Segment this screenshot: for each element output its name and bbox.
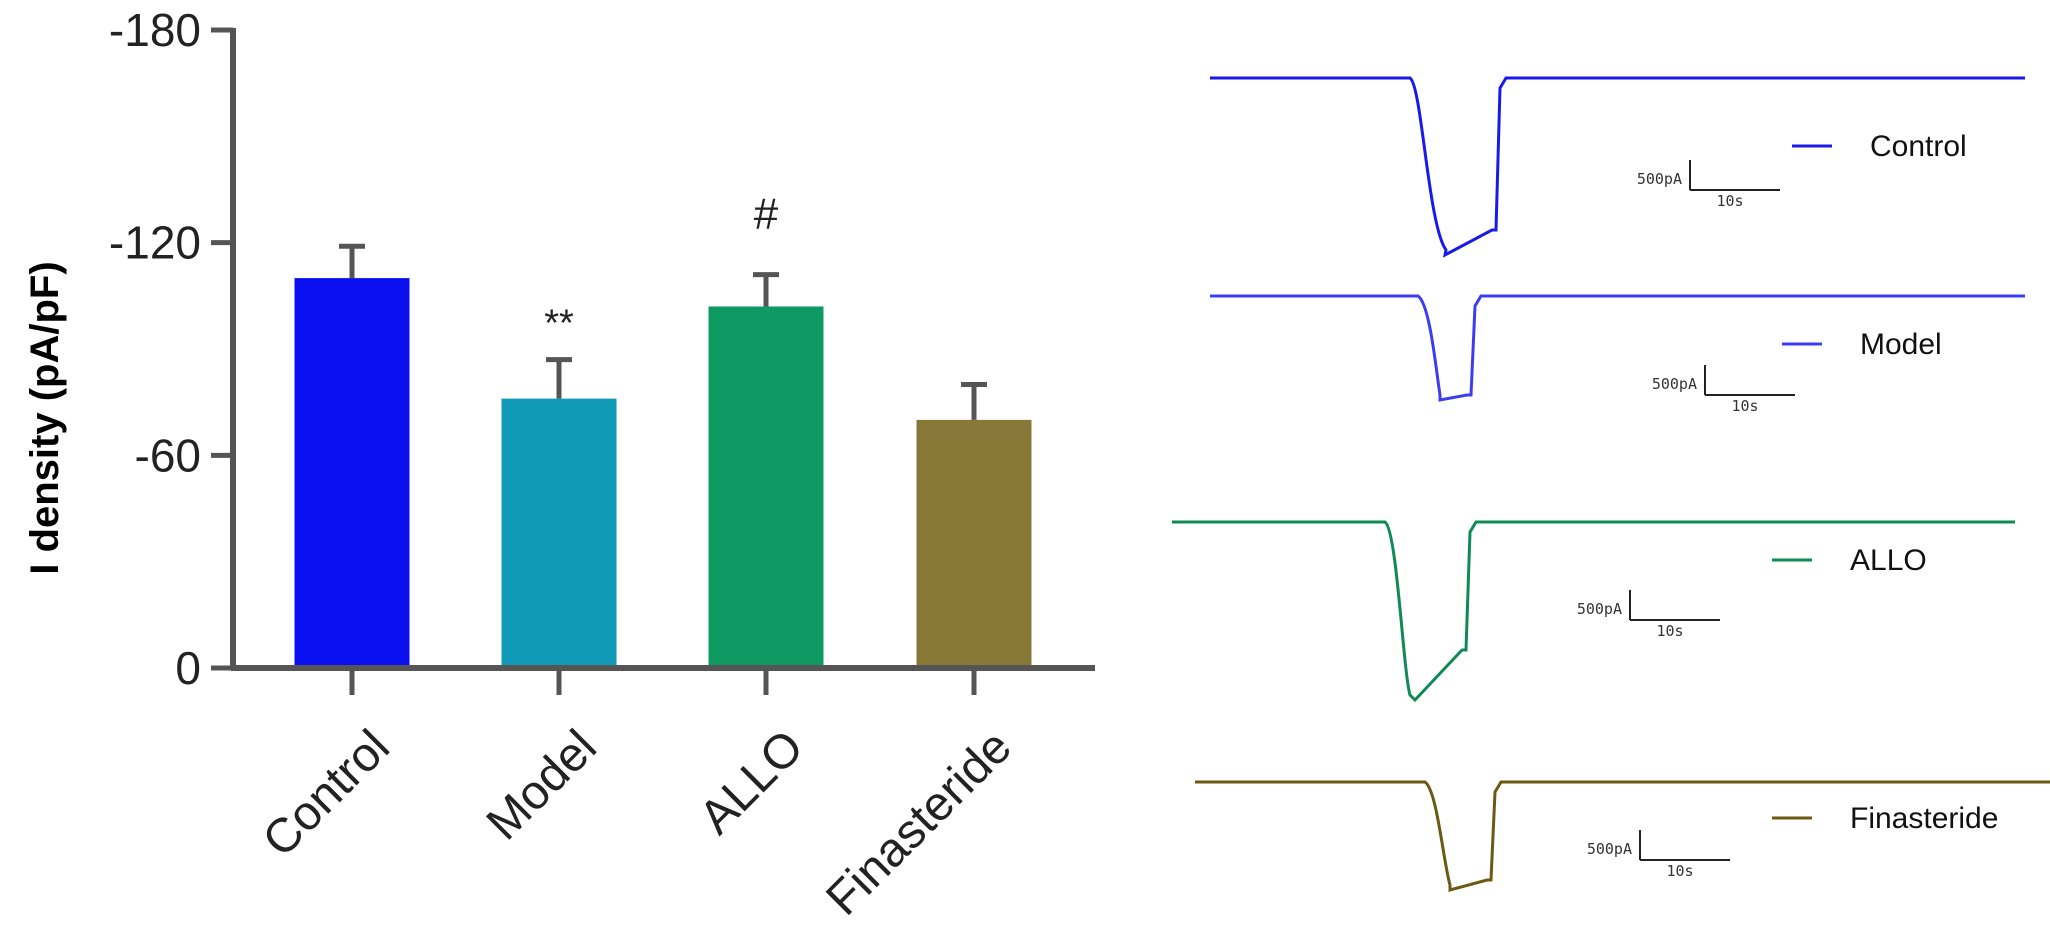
bar-chart: I density (pA/pF) -180 -120 -60 0 ** # Contr…: [23, 4, 1095, 926]
significance-marker: **: [544, 303, 574, 345]
current-trace: [1210, 294, 2025, 402]
bar: [294, 278, 410, 668]
current-trace: [1172, 520, 2015, 703]
current-traces-panel: Control 500pA 10s Model 500pA 10s ALLO 500pA 10s…: [1172, 76, 2050, 892]
y-axis-label: I density (pA/pF): [23, 261, 67, 574]
y-tick-label: 0: [175, 642, 201, 694]
current-trace: [1210, 76, 2025, 258]
scale-bar-time-label: 10s: [1716, 192, 1743, 210]
x-tick-label: Model: [477, 720, 607, 850]
bar: [501, 398, 617, 668]
scale-bar-current-label: 500pA: [1637, 170, 1682, 188]
significance-marker: #: [754, 190, 779, 239]
x-tick-label: Control: [253, 720, 400, 867]
bar: [708, 306, 824, 668]
y-tick-label: -180: [109, 4, 201, 56]
trace-group: Control 500pA 10s: [1210, 76, 2025, 258]
trace-group: Finasteride 500pA 10s: [1195, 780, 2050, 892]
x-tick-label: Finasteride: [816, 720, 1021, 925]
scale-bar-current-label: 500pA: [1587, 840, 1632, 858]
scale-bar-current-label: 500pA: [1577, 600, 1622, 618]
x-axis: Control Model ALLO Finasteride: [231, 665, 1095, 926]
y-tick-label: -120: [109, 217, 201, 269]
y-tick-label: -60: [135, 429, 201, 481]
current-trace: [1195, 780, 2050, 892]
scale-bar-time-label: 10s: [1666, 862, 1693, 880]
trace-group: ALLO 500pA 10s: [1172, 520, 2015, 703]
scale-bar-time-label: 10s: [1656, 622, 1683, 640]
scale-bar-time-label: 10s: [1731, 397, 1758, 415]
legend-label: ALLO: [1850, 544, 1927, 577]
trace-group: Model 500pA 10s: [1210, 294, 2025, 415]
scale-bar-current-label: 500pA: [1652, 375, 1697, 393]
y-axis: -180 -120 -60 0: [109, 4, 236, 694]
bar: [916, 419, 1032, 668]
x-tick-label: ALLO: [690, 720, 814, 844]
legend-label: Control: [1870, 130, 1967, 163]
legend-label: Model: [1860, 328, 1942, 361]
legend-label: Finasteride: [1850, 802, 1998, 835]
bars: ** #: [294, 190, 1032, 668]
